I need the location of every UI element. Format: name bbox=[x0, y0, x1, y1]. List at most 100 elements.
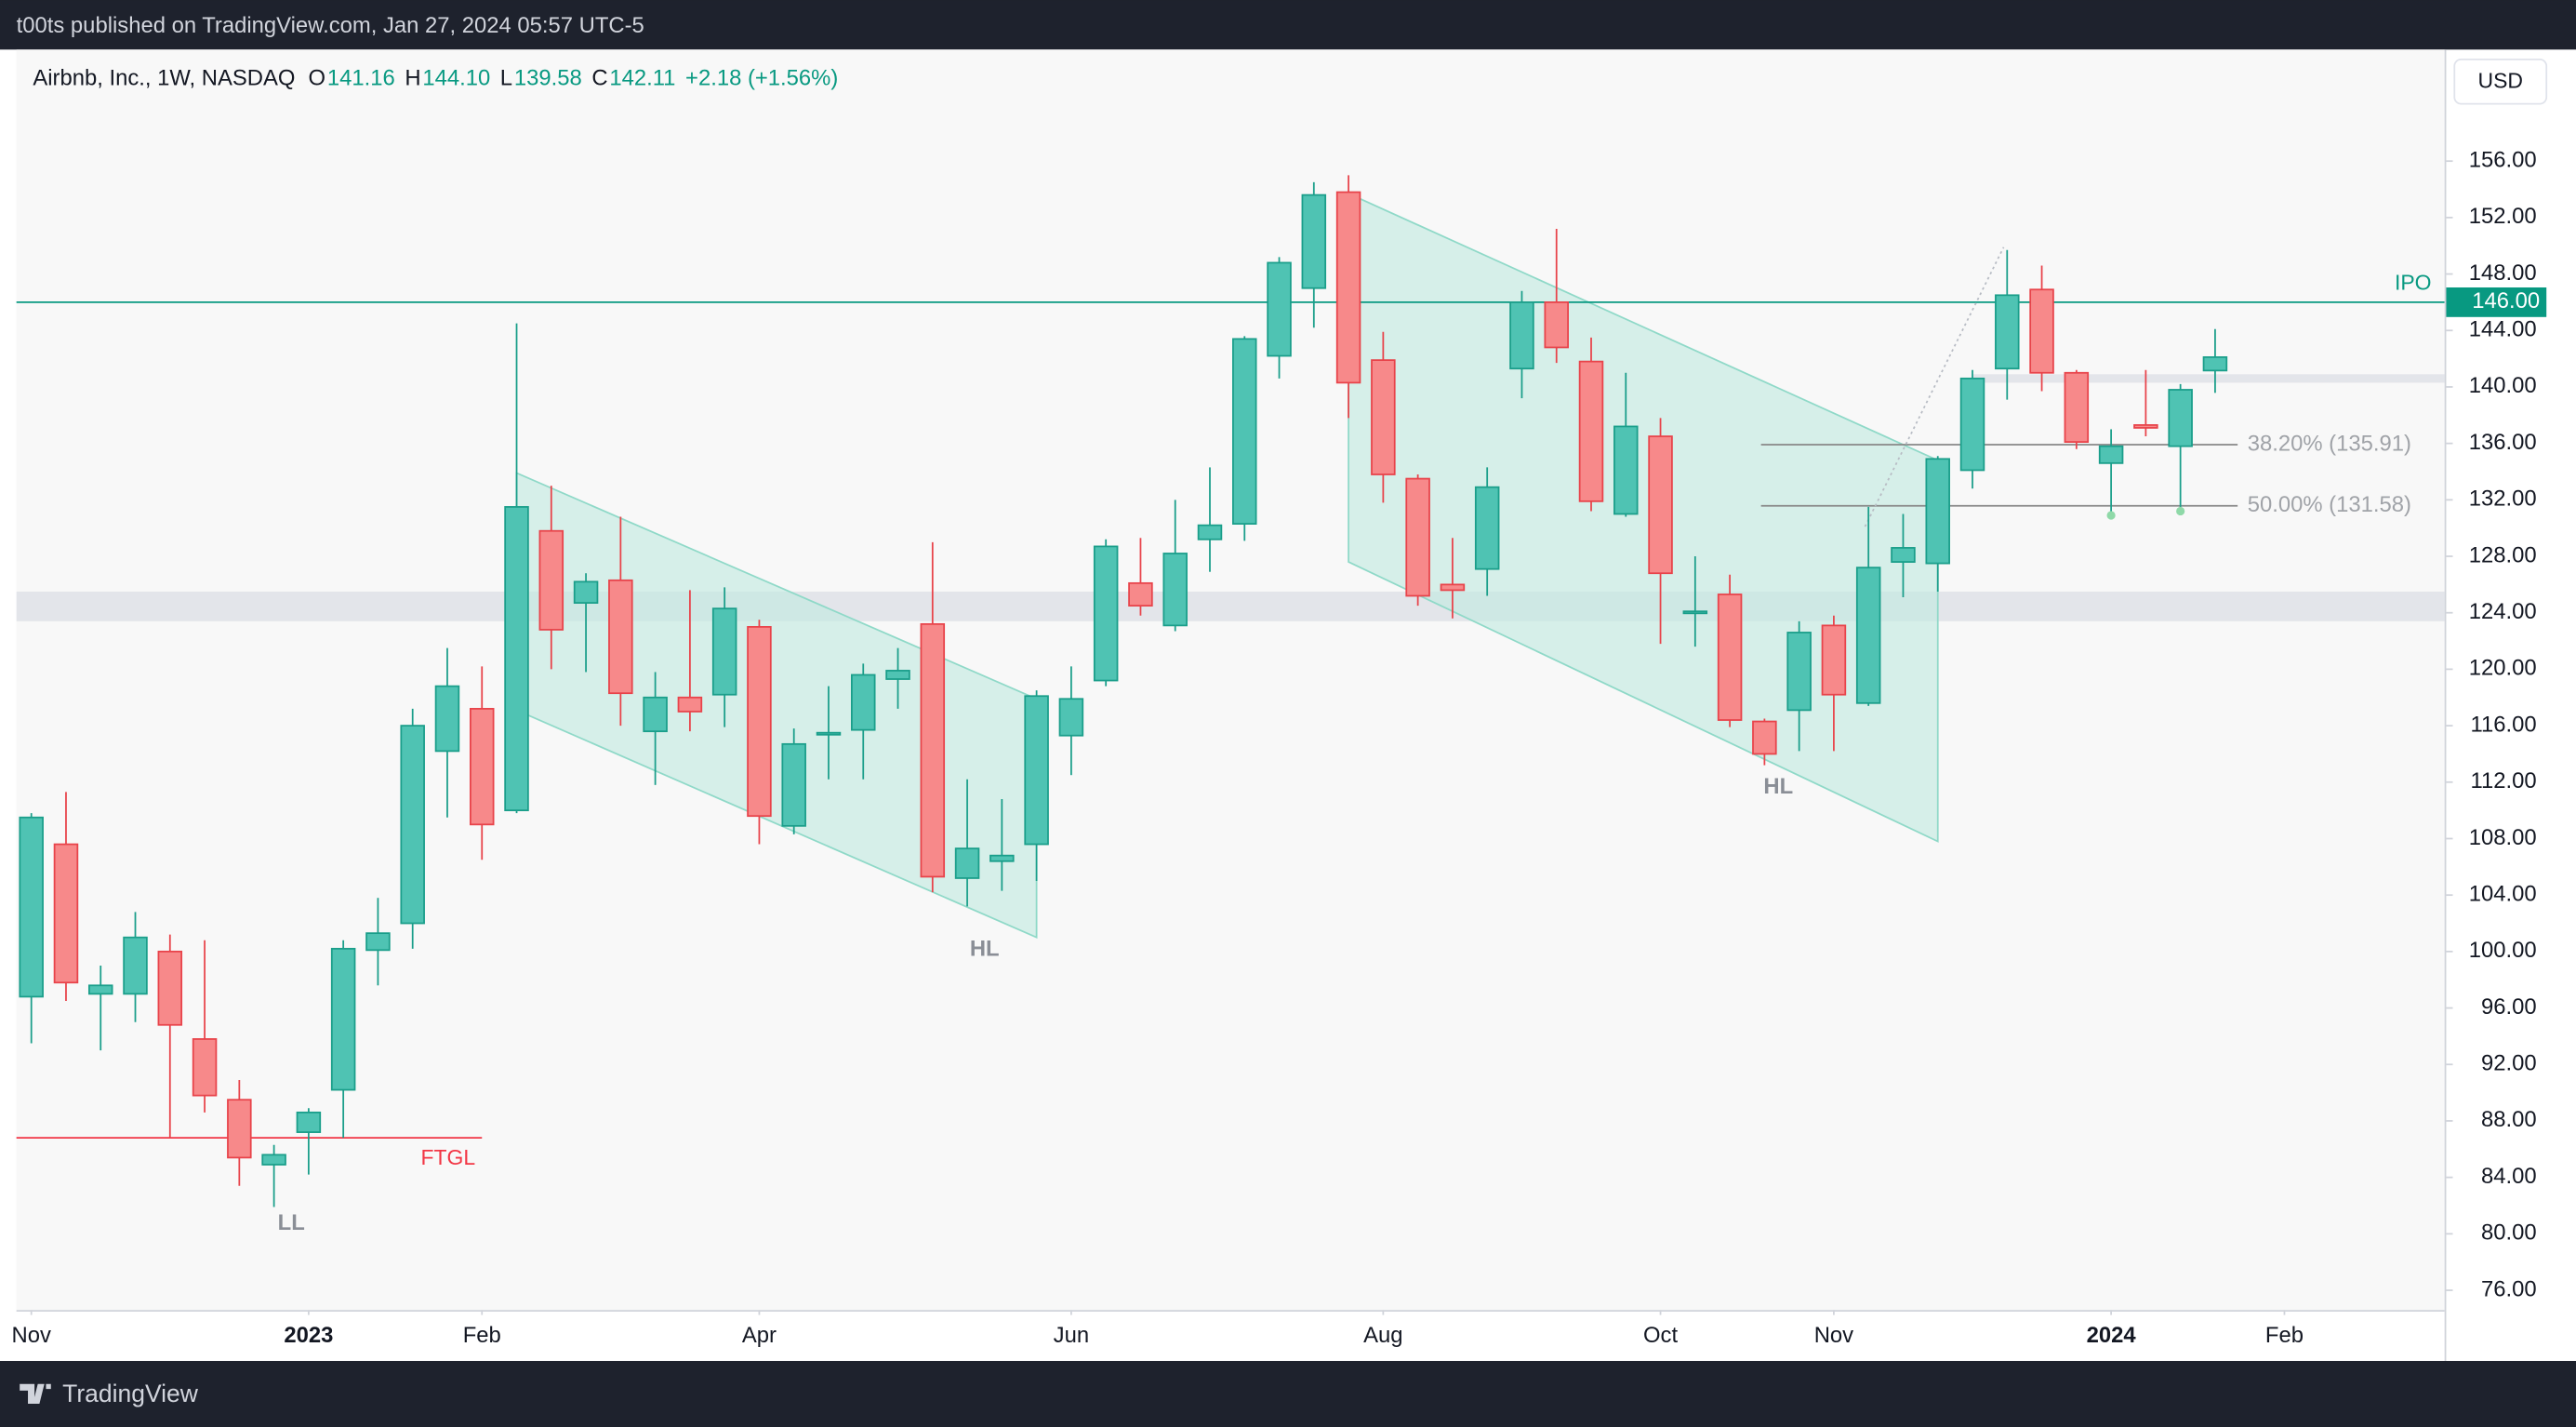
trendline bbox=[1864, 247, 2005, 527]
x-tick-label: Jun bbox=[1054, 1323, 1089, 1348]
candle-body bbox=[1995, 294, 2020, 370]
footer-brand: TradingView bbox=[62, 1380, 199, 1407]
candle-body bbox=[1024, 695, 1049, 846]
candle-body bbox=[1855, 567, 1881, 704]
candle-body bbox=[643, 696, 668, 733]
candle-body bbox=[1752, 720, 1777, 755]
x-tick-label: Nov bbox=[1814, 1323, 1853, 1348]
candle-body bbox=[2098, 445, 2124, 464]
candle-body bbox=[1301, 193, 1327, 289]
y-tick-label: 128.00 bbox=[2469, 542, 2537, 567]
y-tick-label: 120.00 bbox=[2469, 656, 2537, 681]
candle-body bbox=[1717, 593, 1743, 721]
axes: 146.00 76.00 80.00 84.00 88.00 92.00 96.00 100.… bbox=[12, 147, 2547, 1348]
candle-body bbox=[1682, 610, 1708, 615]
publish-info: t00ts published on TradingView.com, Jan … bbox=[17, 13, 644, 38]
y-tick-label: 84.00 bbox=[2481, 1164, 2537, 1189]
candle-body bbox=[1405, 477, 1430, 597]
legend-key: C bbox=[591, 65, 607, 90]
candle-body bbox=[1232, 338, 1257, 526]
candle-body bbox=[747, 626, 772, 818]
x-tick-label: 2024 bbox=[2087, 1323, 2137, 1348]
y-tick-label: 76.00 bbox=[2481, 1276, 2537, 1301]
y-tick-label: 148.00 bbox=[2469, 260, 2537, 286]
marker bbox=[2176, 506, 2185, 516]
fib-label: 50.00% (131.58) bbox=[2248, 492, 2411, 517]
candle-body bbox=[2064, 371, 2090, 443]
candle-body bbox=[1891, 547, 1916, 563]
y-tick-label: 96.00 bbox=[2481, 994, 2537, 1020]
level-label: IPO bbox=[2395, 271, 2432, 295]
y-tick-label: 92.00 bbox=[2481, 1051, 2537, 1076]
currency-button[interactable] bbox=[2453, 59, 2548, 105]
candle-body bbox=[920, 622, 946, 878]
candle-body bbox=[1440, 583, 1466, 592]
candle-body bbox=[87, 984, 113, 995]
currency-label[interactable]: USD bbox=[2478, 69, 2523, 93]
candle-body bbox=[1093, 545, 1119, 682]
candle-body bbox=[1821, 624, 1847, 696]
candle-body bbox=[261, 1154, 286, 1166]
candle-body bbox=[296, 1111, 322, 1133]
candle-body bbox=[1474, 486, 1500, 570]
y-tick-label: 140.00 bbox=[2469, 373, 2537, 398]
candle-body bbox=[469, 708, 495, 826]
legend-value: 141.16 bbox=[327, 65, 395, 90]
plot-area bbox=[16, 49, 2445, 1311]
annotation: LL bbox=[278, 1210, 305, 1235]
candle-body bbox=[1648, 435, 1673, 575]
y-tick-label: 144.00 bbox=[2469, 317, 2537, 342]
footer-logo bbox=[20, 1383, 51, 1404]
candle-body bbox=[19, 816, 44, 998]
legend-value: 139.58 bbox=[514, 65, 582, 90]
candle-body bbox=[1959, 377, 1985, 472]
candle-body bbox=[2029, 288, 2054, 374]
candle-body bbox=[1058, 698, 1084, 737]
candle-body bbox=[1613, 425, 1639, 515]
x-tick-label: 2023 bbox=[284, 1323, 333, 1348]
candle-body bbox=[1509, 301, 1534, 370]
fib-label: 38.20% (135.91) bbox=[2248, 431, 2411, 456]
candle-body bbox=[1925, 458, 1950, 565]
y-tick-label: 88.00 bbox=[2481, 1107, 2537, 1132]
candle-body bbox=[53, 843, 79, 984]
legend-value: 142.11 bbox=[609, 65, 675, 90]
candle-body bbox=[781, 742, 806, 827]
candle-body bbox=[1786, 632, 1812, 712]
candle-body bbox=[1371, 359, 1396, 475]
candle-body bbox=[157, 950, 183, 1026]
x-tick-label: Feb bbox=[2265, 1323, 2304, 1348]
candle-body bbox=[1335, 191, 1361, 384]
zone bbox=[16, 591, 2445, 621]
y-tick-label: 132.00 bbox=[2469, 487, 2537, 512]
y-tick-label: 156.00 bbox=[2469, 147, 2537, 172]
candle-body bbox=[504, 506, 529, 812]
y-tick-label: 136.00 bbox=[2469, 430, 2537, 455]
candle-body bbox=[1578, 360, 1604, 502]
x-tick-label: Apr bbox=[742, 1323, 777, 1348]
plot: IPO FTGL 38.20% (135.91) 50.00% (131.58) LL H… bbox=[16, 175, 2445, 1235]
legend-value: 144.10 bbox=[422, 65, 490, 90]
candle-body bbox=[227, 1099, 252, 1159]
candle-body bbox=[954, 847, 980, 879]
legend-change: +2.18 (+1.56%) bbox=[685, 65, 838, 90]
x-tick-label: Nov bbox=[12, 1323, 51, 1348]
candle-body bbox=[1544, 301, 1569, 349]
y-tick-label: 152.00 bbox=[2469, 204, 2537, 229]
candle-body bbox=[365, 932, 391, 952]
x-tick-label: Aug bbox=[1363, 1323, 1402, 1348]
y-tick-label: 80.00 bbox=[2481, 1220, 2537, 1246]
annotation: HL bbox=[1763, 774, 1793, 799]
candle-body bbox=[330, 947, 356, 1091]
candle-body bbox=[711, 607, 737, 696]
candle-body bbox=[1267, 261, 1292, 357]
legend-symbol: Airbnb, Inc., 1W, NASDAQ bbox=[33, 65, 295, 90]
candle-body bbox=[192, 1038, 218, 1097]
y-tick-label: 104.00 bbox=[2469, 881, 2537, 906]
annotation: HL bbox=[970, 937, 1000, 962]
level-price-tag bbox=[2446, 287, 2547, 317]
marker bbox=[2106, 511, 2116, 520]
y-tick-label: 124.00 bbox=[2469, 599, 2537, 624]
